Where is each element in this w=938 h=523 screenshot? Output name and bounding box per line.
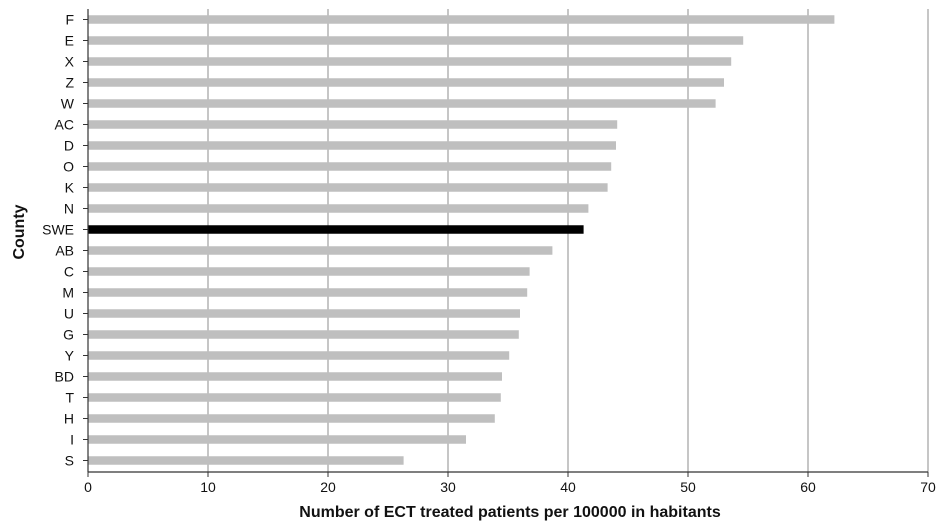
x-tick-label: 30 [440, 479, 456, 495]
bar-k [88, 183, 608, 192]
bar-s [88, 456, 404, 465]
x-tick-label: 50 [680, 479, 696, 495]
bar-c [88, 267, 530, 276]
bar-u [88, 309, 520, 318]
bar-swe [88, 225, 584, 234]
y-tick-label: Z [65, 75, 74, 91]
bar-d [88, 141, 616, 150]
y-tick-label: C [64, 264, 74, 280]
y-tick-label: AC [55, 117, 74, 133]
bar-e [88, 36, 744, 45]
y-tick-label: F [65, 12, 74, 28]
bar-w [88, 99, 716, 108]
bar-m [88, 288, 528, 297]
bar-ac [88, 120, 618, 129]
x-axis-title: Number of ECT treated patients per 10000… [299, 504, 721, 521]
x-tick-label: 10 [200, 479, 216, 495]
x-tick-label: 70 [920, 479, 936, 495]
y-tick-label: W [61, 96, 75, 112]
y-tick-label: G [63, 327, 74, 343]
bars [88, 15, 835, 465]
x-tick-label: 60 [800, 479, 816, 495]
y-tick-label: I [70, 432, 74, 448]
x-tick-label: 40 [560, 479, 576, 495]
bar-t [88, 393, 501, 402]
x-tick-label: 20 [320, 479, 336, 495]
bar-ab [88, 246, 553, 255]
y-tick-label: O [63, 159, 74, 175]
y-tick-label: N [64, 201, 74, 217]
y-tick-label: U [64, 306, 74, 322]
bar-n [88, 204, 589, 213]
y-tick-label: X [65, 54, 75, 70]
y-tick-label: M [62, 285, 74, 301]
bar-bd [88, 372, 502, 381]
y-tick-label: S [65, 453, 74, 469]
y-tick-label: H [64, 411, 74, 427]
y-axis-title: County [11, 204, 28, 259]
y-tick-label: Y [65, 348, 75, 364]
bar-g [88, 330, 519, 339]
bar-y [88, 351, 510, 360]
bar-x [88, 57, 732, 66]
y-tick-label: K [65, 180, 75, 196]
bar-z [88, 78, 724, 87]
bar-o [88, 162, 612, 171]
y-tick-label: BD [55, 369, 74, 385]
y-tick-label: T [65, 390, 74, 406]
y-tick-label: E [65, 33, 74, 49]
x-tick-label: 0 [84, 479, 92, 495]
bar-h [88, 414, 495, 423]
y-tick-label: D [64, 138, 74, 154]
y-tick-label: SWE [42, 222, 74, 238]
y-tick-label: AB [55, 243, 74, 259]
bar-f [88, 15, 835, 24]
bar-i [88, 435, 466, 444]
